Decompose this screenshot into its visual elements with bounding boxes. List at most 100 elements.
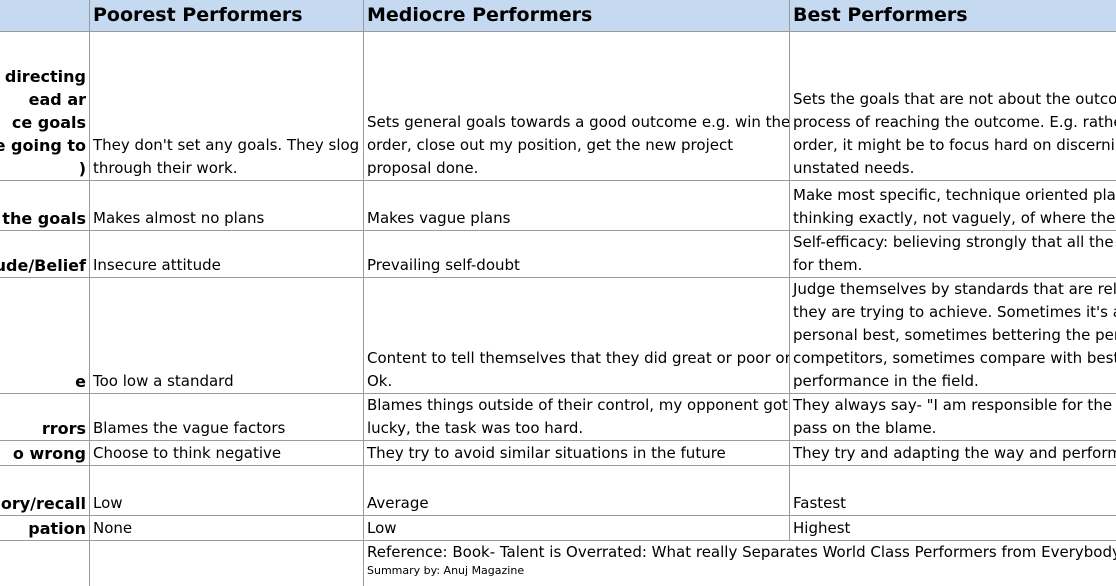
best-cell[interactable]: Fastest bbox=[789, 465, 1116, 516]
cell-text-line: Low bbox=[367, 519, 397, 537]
cell-text-line: Ok. bbox=[367, 372, 393, 390]
attribute-cell[interactable]: ude/Belief bbox=[0, 230, 90, 278]
cell-text-line: Choose to think negative bbox=[93, 444, 282, 462]
mediocre-cell[interactable]: Makes vague plans bbox=[363, 180, 790, 231]
cell-text-line: Make most specific, technique oriented p… bbox=[793, 186, 1116, 204]
best-cell[interactable]: Self-efficacy: believing strongly that a… bbox=[789, 230, 1116, 278]
table-row: pation None Low Highest bbox=[0, 515, 1116, 541]
cell-text-line: Judge themselves by standards that are r… bbox=[793, 280, 1116, 298]
empty-cell[interactable] bbox=[89, 540, 364, 586]
poorest-cell[interactable]: Choose to think negative bbox=[89, 440, 364, 466]
cell-text-line: They try and adapting the way and perfor… bbox=[793, 444, 1116, 462]
cell-text-line: e going to bbox=[0, 136, 86, 155]
attribute-cell[interactable]: pation bbox=[0, 515, 90, 541]
mediocre-cell[interactable]: Sets general goals towards a good outcom… bbox=[363, 31, 790, 181]
cell-text-line: performance in the field. bbox=[793, 372, 979, 390]
header-row: Poorest Performers Mediocre Performers B… bbox=[0, 0, 1116, 32]
cell-text-line: None bbox=[93, 519, 133, 537]
mediocre-cell[interactable]: They try to avoid similar situations in … bbox=[363, 440, 790, 466]
best-cell[interactable]: Sets the goals that are not about the ou… bbox=[789, 31, 1116, 181]
cell-text-line: Low bbox=[93, 494, 123, 512]
cell-text-line: Average bbox=[367, 494, 429, 512]
best-cell[interactable]: They try and adapting the way and perfor… bbox=[789, 440, 1116, 466]
reference-row: Reference: Book- Talent is Overrated: Wh… bbox=[0, 540, 1116, 586]
cell-text-line: Content to tell themselves that they did… bbox=[367, 349, 790, 367]
best-cell[interactable]: Make most specific, technique oriented p… bbox=[789, 180, 1116, 231]
cell-text-line: ce goals bbox=[11, 113, 86, 132]
table-row: ude/Belief Insecure attitude Prevailing se… bbox=[0, 230, 1116, 278]
mediocre-cell[interactable]: Blames things outside of their control, … bbox=[363, 393, 790, 441]
table-row: o wrong Choose to think negative They try … bbox=[0, 440, 1116, 466]
table-row: e Too low a standard Content to tell thems… bbox=[0, 277, 1116, 394]
table-row: hory/recall Low Average Fastest bbox=[0, 465, 1116, 516]
cell-text-line: Sets the goals that are not about the ou… bbox=[793, 90, 1116, 108]
cell-text-line: thinking exactly, not vaguely, of where … bbox=[793, 209, 1116, 227]
mediocre-cell[interactable]: Average bbox=[363, 465, 790, 516]
cell-text-line: ude/Belief bbox=[0, 256, 86, 275]
attribute-cell[interactable]: hory/recall bbox=[0, 465, 90, 516]
cell-text-line: Insecure attitude bbox=[93, 256, 221, 274]
cell-text-line: Self-efficacy: believing strongly that a… bbox=[793, 233, 1116, 251]
cell-text-line: Makes vague plans bbox=[367, 209, 511, 227]
poorest-cell[interactable]: None bbox=[89, 515, 364, 541]
cell-text-line: Highest bbox=[793, 519, 851, 537]
poorest-cell[interactable]: Blames the vague factors bbox=[89, 393, 364, 441]
best-cell[interactable]: Highest bbox=[789, 515, 1116, 541]
header-best[interactable]: Best Performers bbox=[789, 0, 1116, 32]
cell-text-line: Fastest bbox=[793, 494, 847, 512]
cell-text-line: order, it might be to focus hard on disc… bbox=[793, 136, 1116, 154]
cell-text-line: pation bbox=[28, 519, 86, 538]
cell-text-line: n the goals bbox=[0, 209, 86, 228]
attribute-cell[interactable]: e bbox=[0, 277, 90, 394]
poorest-cell[interactable]: Makes almost no plans bbox=[89, 180, 364, 231]
attribute-cell[interactable]: rrors bbox=[0, 393, 90, 441]
reference-text: Reference: Book- Talent is Overrated: Wh… bbox=[367, 543, 1116, 561]
cell-text-line: unstated needs. bbox=[793, 159, 915, 177]
table-row: rrors Blames the vague factors Blames thin… bbox=[0, 393, 1116, 441]
cell-text-line: They try to avoid similar situations in … bbox=[367, 444, 726, 462]
mediocre-cell[interactable]: Prevailing self-doubt bbox=[363, 230, 790, 278]
poorest-cell[interactable]: Low bbox=[89, 465, 364, 516]
reference-cell[interactable]: Reference: Book- Talent is Overrated: Wh… bbox=[363, 540, 1116, 586]
cell-text-line: o wrong bbox=[12, 444, 86, 463]
cell-text-line: hory/recall bbox=[0, 494, 86, 513]
mediocre-cell[interactable]: Content to tell themselves that they did… bbox=[363, 277, 790, 394]
attribute-cell[interactable]: o wrong bbox=[0, 440, 90, 466]
best-cell[interactable]: Judge themselves by standards that are r… bbox=[789, 277, 1116, 394]
cell-text-line: lucky, the task was too hard. bbox=[367, 419, 584, 437]
cell-text-line: e bbox=[75, 372, 86, 391]
cell-text-line: ead ar bbox=[28, 90, 86, 109]
cell-text-line: Makes almost no plans bbox=[93, 209, 265, 227]
attribute-cell[interactable]: n the goals bbox=[0, 180, 90, 231]
cell-text-line: proposal done. bbox=[367, 159, 479, 177]
cell-text-line: Too low a standard bbox=[93, 372, 234, 390]
cell-text-line: e directing bbox=[0, 67, 86, 86]
cell-text-line: Prevailing self-doubt bbox=[367, 256, 520, 274]
best-cell[interactable]: They always say- "I am responsible for t… bbox=[789, 393, 1116, 441]
cell-text-line: They don't set any goals. They slog bbox=[93, 136, 360, 154]
cell-text-line: personal best, sometimes bettering the p… bbox=[793, 326, 1116, 344]
cell-text-line: order, close out my position, get the ne… bbox=[367, 136, 734, 154]
attribute-cell[interactable]: e directing ead ar ce goals e going to) bbox=[0, 31, 90, 181]
cell-text-line: Blames the vague factors bbox=[93, 419, 286, 437]
header-mediocre[interactable]: Mediocre Performers bbox=[363, 0, 790, 32]
cell-text-line: process of reaching the outcome. E.g. ra… bbox=[793, 113, 1116, 131]
poorest-cell[interactable]: They don't set any goals. They slog throu… bbox=[89, 31, 364, 181]
mediocre-cell[interactable]: Low bbox=[363, 515, 790, 541]
table-row: n the goals Makes almost no plans Makes va… bbox=[0, 180, 1116, 231]
cell-text-line: pass on the blame. bbox=[793, 419, 937, 437]
header-poorest[interactable]: Poorest Performers bbox=[89, 0, 364, 32]
cell-text-line: they are trying to achieve. Sometimes it… bbox=[793, 303, 1116, 321]
poorest-cell[interactable]: Insecure attitude bbox=[89, 230, 364, 278]
empty-cell[interactable] bbox=[0, 540, 90, 586]
cell-text-line: ) bbox=[78, 159, 86, 178]
poorest-cell[interactable]: Too low a standard bbox=[89, 277, 364, 394]
cell-text-line: Blames things outside of their control, … bbox=[367, 396, 788, 414]
cell-text-line: rrors bbox=[41, 419, 86, 438]
cell-text-line: for them. bbox=[793, 256, 863, 274]
cell-text-line: competitors, sometimes compare with best… bbox=[793, 349, 1116, 367]
header-attribute[interactable] bbox=[0, 0, 90, 32]
